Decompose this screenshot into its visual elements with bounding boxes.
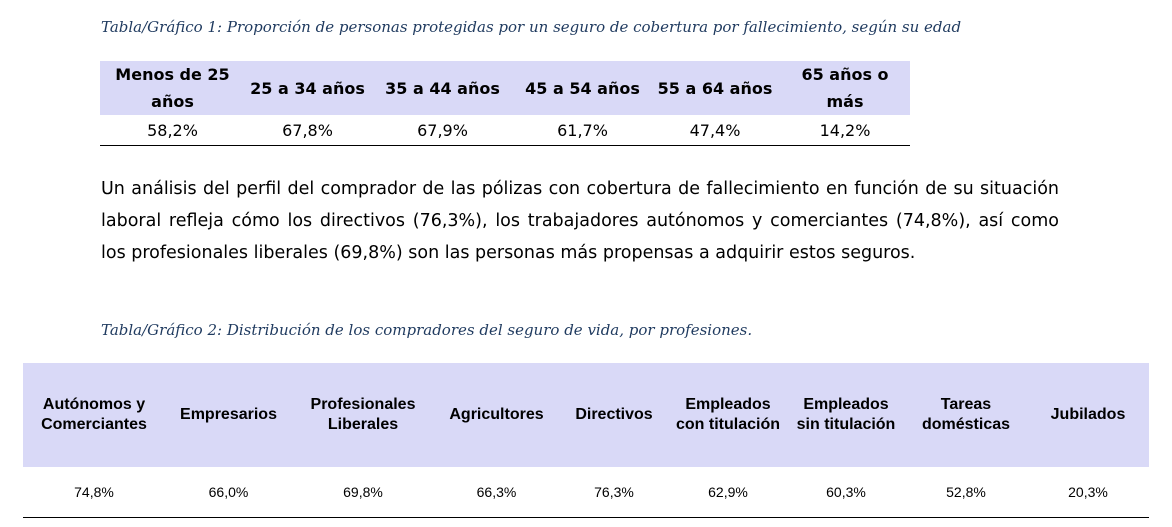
table-cell: 67,8%	[245, 115, 370, 146]
column-header: Empleados con titulación	[669, 363, 787, 467]
table-cell: 76,3%	[559, 467, 669, 518]
table-cell: 52,8%	[905, 467, 1027, 518]
table-row: 58,2% 67,8% 67,9% 61,7% 47,4% 14,2%	[100, 115, 910, 146]
column-header: Menos de 25 años	[100, 61, 245, 115]
table-cell: 61,7%	[515, 115, 650, 146]
table-cell: 66,0%	[165, 467, 292, 518]
table-cell: 66,3%	[434, 467, 559, 518]
column-header: 25 a 34 años	[245, 61, 370, 115]
column-header: 45 a 54 años	[515, 61, 650, 115]
table-cell: 58,2%	[100, 115, 245, 146]
table-cell: 60,3%	[787, 467, 905, 518]
column-header: Tareas domésticas	[905, 363, 1027, 467]
column-header: Directivos	[559, 363, 669, 467]
column-header: Agricultores	[434, 363, 559, 467]
table-row: 74,8% 66,0% 69,8% 66,3% 76,3% 62,9% 60,3…	[23, 467, 1149, 518]
column-header: Empleados sin titulación	[787, 363, 905, 467]
table-cell: 69,8%	[292, 467, 434, 518]
table-cell: 14,2%	[780, 115, 910, 146]
column-header: Autónomos y Comerciantes	[23, 363, 165, 467]
column-header: Empresarios	[165, 363, 292, 467]
table-header-row: Menos de 25 años 25 a 34 años 35 a 44 añ…	[100, 61, 910, 115]
age-coverage-table: Menos de 25 años 25 a 34 años 35 a 44 añ…	[100, 61, 910, 146]
table-cell: 74,8%	[23, 467, 165, 518]
column-header: 55 a 64 años	[650, 61, 780, 115]
table-cell: 67,9%	[370, 115, 515, 146]
column-header: 35 a 44 años	[370, 61, 515, 115]
column-header: Jubilados	[1027, 363, 1149, 467]
column-header: Profesionales Liberales	[292, 363, 434, 467]
column-header: 65 años o más	[780, 61, 910, 115]
table2-caption: Tabla/Gráfico 2: Distribución de los com…	[101, 321, 753, 339]
table-header-row: Autónomos y Comerciantes Empresarios Pro…	[23, 363, 1149, 467]
table-cell: 20,3%	[1027, 467, 1149, 518]
table-cell: 47,4%	[650, 115, 780, 146]
table-cell: 62,9%	[669, 467, 787, 518]
table1-caption: Tabla/Gráfico 1: Proporción de personas …	[101, 18, 962, 36]
analysis-paragraph: Un análisis del perfil del comprador de …	[101, 179, 1059, 263]
profession-buyers-table: Autónomos y Comerciantes Empresarios Pro…	[23, 363, 1149, 518]
